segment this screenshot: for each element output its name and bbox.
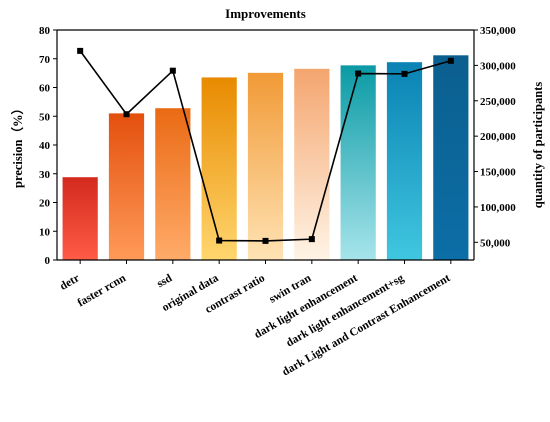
participants-point-8 bbox=[447, 57, 454, 64]
bar-0 bbox=[62, 177, 98, 260]
bar-4 bbox=[247, 72, 284, 261]
participants-point-4 bbox=[262, 237, 269, 244]
bars-layer bbox=[62, 55, 469, 261]
bar-7 bbox=[386, 62, 423, 261]
y-tick-label-1: 10 bbox=[39, 226, 51, 238]
y-tick-label-4: 40 bbox=[39, 140, 51, 152]
y-axis-title: precision（%） bbox=[10, 102, 25, 188]
y2-tick-label-0: 50,000 bbox=[480, 237, 511, 249]
y2-tick-label-4: 250,000 bbox=[480, 96, 516, 108]
bar-8 bbox=[433, 55, 469, 260]
y-tick-label-3: 30 bbox=[39, 169, 51, 181]
y2-axis-title: quantity of participants bbox=[531, 82, 545, 209]
axes-layer bbox=[53, 29, 478, 264]
bar-6 bbox=[340, 65, 376, 260]
bar-5 bbox=[294, 68, 330, 260]
participants-point-2 bbox=[169, 67, 176, 74]
y2-tick-label-2: 150,000 bbox=[480, 167, 516, 179]
bar-3 bbox=[201, 77, 237, 260]
participants-point-3 bbox=[216, 237, 223, 244]
participants-point-6 bbox=[355, 70, 362, 77]
y2-tick-label-5: 300,000 bbox=[480, 60, 516, 72]
bar-2 bbox=[155, 108, 191, 260]
y-tick-label-2: 20 bbox=[39, 198, 51, 210]
y-tick-label-5: 50 bbox=[39, 111, 51, 123]
bar-1 bbox=[108, 113, 145, 260]
x-tick-label-2: ssd bbox=[155, 272, 175, 290]
y-tick-label-0: 0 bbox=[45, 255, 51, 267]
x-tick-label-1: faster rcnn bbox=[76, 272, 129, 309]
y-tick-label-7: 70 bbox=[39, 54, 51, 66]
chart-title: Improvements bbox=[225, 6, 306, 21]
participants-point-0 bbox=[77, 47, 84, 54]
y2-tick-label-6: 350,000 bbox=[480, 25, 516, 37]
participants-point-5 bbox=[308, 236, 315, 243]
participants-point-7 bbox=[401, 70, 408, 77]
y-tick-label-8: 80 bbox=[39, 25, 51, 37]
participants-point-1 bbox=[123, 111, 130, 118]
y2-tick-label-3: 200,000 bbox=[480, 131, 516, 143]
x-tick-label-0: detr bbox=[58, 272, 82, 293]
y-tick-label-6: 60 bbox=[39, 83, 51, 95]
line-layer bbox=[77, 47, 454, 244]
y2-tick-label-1: 100,000 bbox=[480, 202, 516, 214]
